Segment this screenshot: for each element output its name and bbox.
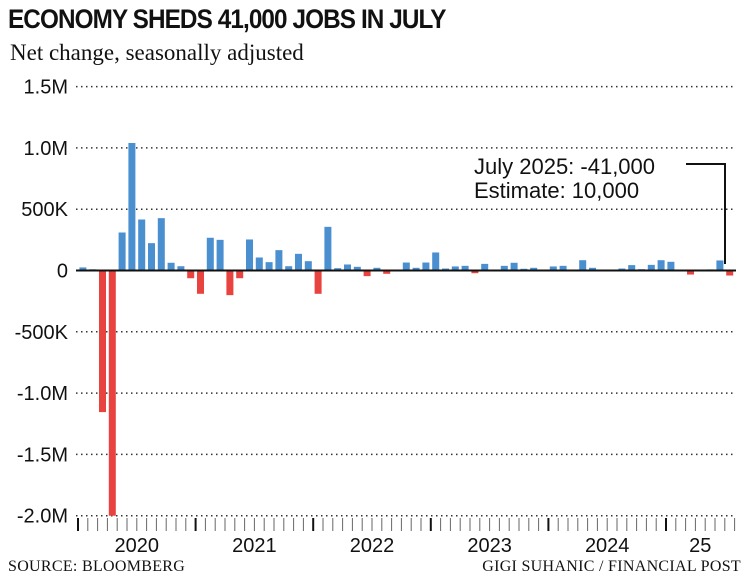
x-tick-label: 2021 — [232, 535, 277, 557]
bar — [432, 252, 440, 271]
bar — [628, 265, 636, 271]
gridlines — [76, 85, 736, 517]
y-tick-label: 0 — [57, 261, 68, 283]
bar — [324, 226, 332, 271]
bar — [363, 270, 371, 277]
y-tick-label: -500K — [15, 322, 69, 344]
y-tick-label: 1.0M — [24, 138, 68, 160]
bar — [128, 142, 136, 271]
bar — [510, 262, 518, 271]
bar — [383, 270, 391, 274]
credit-note: GIGI SUHANIC / FINANCIAL POST — [482, 558, 741, 575]
bar — [657, 260, 665, 271]
y-tick-label: 1.5M — [24, 77, 68, 99]
bar — [246, 239, 253, 271]
bar — [353, 266, 361, 271]
bar — [216, 239, 224, 271]
annotation-actual: July 2025: -41,000 — [474, 154, 655, 179]
bar — [549, 266, 557, 271]
bar — [108, 270, 116, 516]
bar — [304, 261, 312, 271]
bar — [667, 261, 675, 271]
bar — [589, 267, 596, 271]
bar — [167, 262, 175, 271]
source-note: SOURCE: BLOOMBERG — [8, 558, 186, 575]
bar — [422, 262, 430, 271]
bar — [236, 270, 244, 279]
bar — [118, 232, 126, 271]
bar — [500, 265, 508, 271]
bar — [579, 260, 587, 271]
annotation-estimate: Estimate: 10,000 — [474, 178, 639, 203]
bar — [471, 270, 479, 274]
bar — [197, 270, 204, 294]
bar — [344, 264, 351, 271]
bar — [647, 264, 655, 271]
bar — [99, 270, 106, 413]
bar — [373, 267, 381, 271]
y-tick-label: -1.5M — [17, 444, 68, 466]
x-axis-ticks — [77, 518, 736, 531]
bar — [157, 218, 165, 271]
bar — [314, 270, 322, 294]
bar — [177, 266, 185, 271]
y-tick-label: -1.0M — [17, 383, 68, 405]
bar — [461, 265, 469, 271]
bar — [687, 270, 694, 275]
bar — [226, 270, 234, 296]
annotation-leader-line — [686, 163, 726, 264]
bar — [716, 260, 724, 271]
bar — [402, 262, 410, 271]
bar — [148, 243, 155, 271]
chart-title: ECONOMY SHEDS 41,000 JOBS IN JULY — [8, 4, 446, 34]
bar — [412, 267, 420, 271]
bars — [79, 142, 734, 516]
bar — [451, 266, 459, 271]
y-tick-label: -2.0M — [17, 506, 68, 528]
bar — [334, 268, 342, 271]
chart-subtitle: Net change, seasonally adjusted — [10, 40, 304, 65]
x-tick-label: 2023 — [467, 535, 512, 557]
bar — [138, 219, 146, 271]
bar — [530, 267, 538, 271]
bar — [295, 253, 302, 271]
bar — [255, 257, 263, 271]
bar — [206, 237, 214, 271]
bar — [275, 250, 283, 271]
annotation: July 2025: -41,000 Estimate: 10,000 — [474, 154, 726, 264]
x-tick-label: 2022 — [350, 535, 395, 557]
bar — [187, 270, 195, 279]
x-tick-label: 2020 — [115, 535, 160, 557]
bar — [79, 267, 87, 271]
bar — [285, 266, 293, 271]
x-tick-label: 2024 — [585, 535, 630, 557]
bar — [481, 263, 489, 271]
y-axis-labels: 1.5M 1.0M 500K 0 -500K -1.0M -1.5M -2.0M — [15, 77, 69, 528]
bar — [726, 270, 734, 276]
bar — [559, 265, 567, 271]
bar — [265, 262, 273, 271]
y-tick-label: 500K — [21, 199, 68, 221]
x-axis-labels: 2020 2021 2022 2023 2024 25 — [115, 535, 712, 557]
x-tick-label: 25 — [689, 535, 711, 557]
